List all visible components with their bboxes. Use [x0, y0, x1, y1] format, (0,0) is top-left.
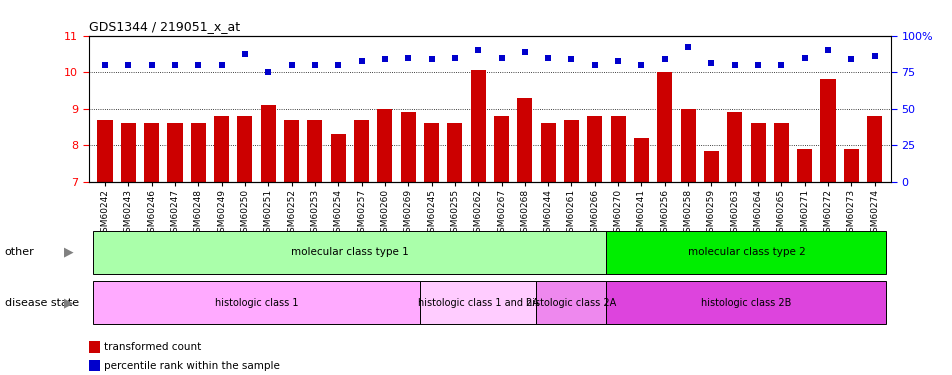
Point — [237, 51, 252, 57]
Point — [307, 62, 322, 68]
Point — [820, 47, 835, 53]
Point — [680, 44, 695, 50]
Bar — [97, 120, 112, 182]
Bar — [237, 116, 252, 182]
Bar — [424, 123, 439, 182]
Point — [190, 62, 206, 68]
Point — [657, 56, 672, 62]
Point — [773, 62, 788, 68]
Text: histologic class 2A: histologic class 2A — [526, 298, 616, 308]
Text: histologic class 2B: histologic class 2B — [701, 298, 791, 308]
Bar — [330, 134, 346, 182]
Bar — [750, 123, 764, 182]
Bar — [284, 120, 299, 182]
Text: molecular class type 1: molecular class type 1 — [290, 247, 408, 257]
Point — [144, 62, 159, 68]
Bar — [446, 123, 462, 182]
Point — [726, 62, 742, 68]
Point — [610, 58, 625, 64]
Bar — [540, 123, 555, 182]
Point — [633, 62, 648, 68]
Point — [564, 56, 579, 62]
Bar — [610, 116, 625, 182]
Point — [796, 55, 811, 61]
Bar — [773, 123, 788, 182]
Bar — [704, 151, 718, 182]
Bar — [517, 98, 532, 182]
Bar — [726, 112, 742, 182]
Text: ▶: ▶ — [64, 296, 73, 309]
Bar — [866, 116, 882, 182]
Bar — [820, 80, 835, 182]
Bar — [680, 109, 695, 182]
Point — [260, 69, 275, 75]
Point — [517, 49, 532, 55]
Point — [97, 62, 112, 68]
Bar — [307, 120, 322, 182]
Point — [284, 62, 299, 68]
Point — [353, 58, 368, 64]
Bar — [377, 109, 392, 182]
Text: molecular class type 2: molecular class type 2 — [686, 247, 804, 257]
Bar — [261, 105, 275, 182]
Bar — [586, 116, 602, 182]
Point — [704, 60, 719, 66]
Bar — [168, 123, 183, 182]
Point — [446, 55, 462, 61]
Text: transformed count: transformed count — [104, 342, 201, 352]
Text: histologic class 1 and 2A: histologic class 1 and 2A — [417, 298, 538, 308]
Point — [400, 55, 415, 61]
Bar — [470, 70, 486, 182]
Bar — [564, 120, 579, 182]
Bar — [214, 116, 228, 182]
Point — [214, 62, 229, 68]
Point — [866, 53, 882, 59]
Bar — [144, 123, 159, 182]
Point — [586, 62, 602, 68]
Text: other: other — [5, 247, 34, 257]
Bar — [657, 72, 672, 182]
Bar — [400, 112, 415, 182]
Point — [121, 62, 136, 68]
Bar — [121, 123, 136, 182]
Point — [424, 56, 439, 62]
Text: histologic class 1: histologic class 1 — [214, 298, 298, 308]
Point — [377, 56, 392, 62]
Point — [470, 47, 486, 53]
Point — [540, 55, 555, 61]
Point — [843, 56, 858, 62]
Bar — [493, 116, 508, 182]
Text: percentile rank within the sample: percentile rank within the sample — [104, 361, 280, 370]
Text: GDS1344 / 219051_x_at: GDS1344 / 219051_x_at — [89, 20, 240, 33]
Point — [493, 55, 508, 61]
Bar — [796, 149, 811, 182]
Point — [749, 62, 764, 68]
Bar — [633, 138, 648, 182]
Point — [330, 62, 346, 68]
Bar — [190, 123, 206, 182]
Text: disease state: disease state — [5, 298, 79, 308]
Point — [168, 62, 183, 68]
Bar — [843, 149, 858, 182]
Bar — [353, 120, 368, 182]
Text: ▶: ▶ — [64, 246, 73, 259]
